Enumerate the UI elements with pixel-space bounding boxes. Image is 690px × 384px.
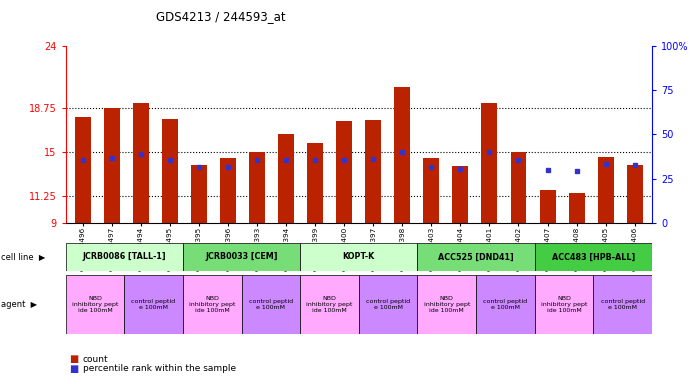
Bar: [482, 103, 497, 223]
Text: percentile rank within the sample: percentile rank within the sample: [83, 364, 236, 373]
Bar: [627, 165, 642, 223]
Text: agent  ▶: agent ▶: [1, 300, 37, 309]
Bar: [307, 142, 323, 223]
Bar: [453, 166, 469, 223]
Bar: [241, 275, 300, 334]
Bar: [476, 275, 535, 334]
Text: NBD
inhibitory pept
ide 100mM: NBD inhibitory pept ide 100mM: [541, 296, 587, 313]
Text: count: count: [83, 354, 108, 364]
Bar: [511, 152, 526, 223]
Text: KOPT-K: KOPT-K: [343, 252, 375, 262]
Bar: [336, 121, 353, 223]
Bar: [365, 120, 382, 223]
Bar: [417, 243, 535, 271]
Text: ACC525 [DND41]: ACC525 [DND41]: [438, 252, 514, 262]
Text: control peptid
e 100mM: control peptid e 100mM: [601, 299, 644, 310]
Text: ■: ■: [69, 364, 78, 374]
Text: GDS4213 / 244593_at: GDS4213 / 244593_at: [156, 10, 286, 23]
Bar: [220, 158, 236, 223]
Bar: [395, 87, 411, 223]
Bar: [569, 193, 584, 223]
Bar: [540, 190, 555, 223]
Bar: [249, 152, 265, 223]
Bar: [278, 134, 294, 223]
Text: ACC483 [HPB-ALL]: ACC483 [HPB-ALL]: [552, 252, 635, 262]
Bar: [535, 275, 593, 334]
Text: JCRB0086 [TALL-1]: JCRB0086 [TALL-1]: [82, 252, 166, 262]
Bar: [66, 243, 183, 271]
Text: cell line  ▶: cell line ▶: [1, 252, 46, 262]
Bar: [162, 119, 178, 223]
Bar: [359, 275, 417, 334]
Bar: [300, 275, 359, 334]
Text: ■: ■: [69, 354, 78, 364]
Text: NBD
inhibitory pept
ide 100mM: NBD inhibitory pept ide 100mM: [189, 296, 235, 313]
Text: NBD
inhibitory pept
ide 100mM: NBD inhibitory pept ide 100mM: [306, 296, 353, 313]
Bar: [133, 103, 149, 223]
Text: NBD
inhibitory pept
ide 100mM: NBD inhibitory pept ide 100mM: [424, 296, 470, 313]
Bar: [75, 117, 91, 223]
Text: control peptid
e 100mM: control peptid e 100mM: [484, 299, 527, 310]
Bar: [300, 243, 417, 271]
Bar: [424, 158, 440, 223]
Bar: [191, 165, 207, 223]
Bar: [535, 243, 652, 271]
Text: control peptid
e 100mM: control peptid e 100mM: [366, 299, 410, 310]
Text: control peptid
e 100mM: control peptid e 100mM: [249, 299, 293, 310]
Bar: [104, 108, 120, 223]
Text: JCRB0033 [CEM]: JCRB0033 [CEM]: [205, 252, 278, 262]
Text: NBD
inhibitory pept
ide 100mM: NBD inhibitory pept ide 100mM: [72, 296, 118, 313]
Bar: [124, 275, 183, 334]
Text: control peptid
e 100mM: control peptid e 100mM: [132, 299, 175, 310]
Bar: [417, 275, 476, 334]
Bar: [183, 275, 242, 334]
Bar: [66, 275, 124, 334]
Bar: [593, 275, 652, 334]
Bar: [598, 157, 613, 223]
Bar: [183, 243, 300, 271]
